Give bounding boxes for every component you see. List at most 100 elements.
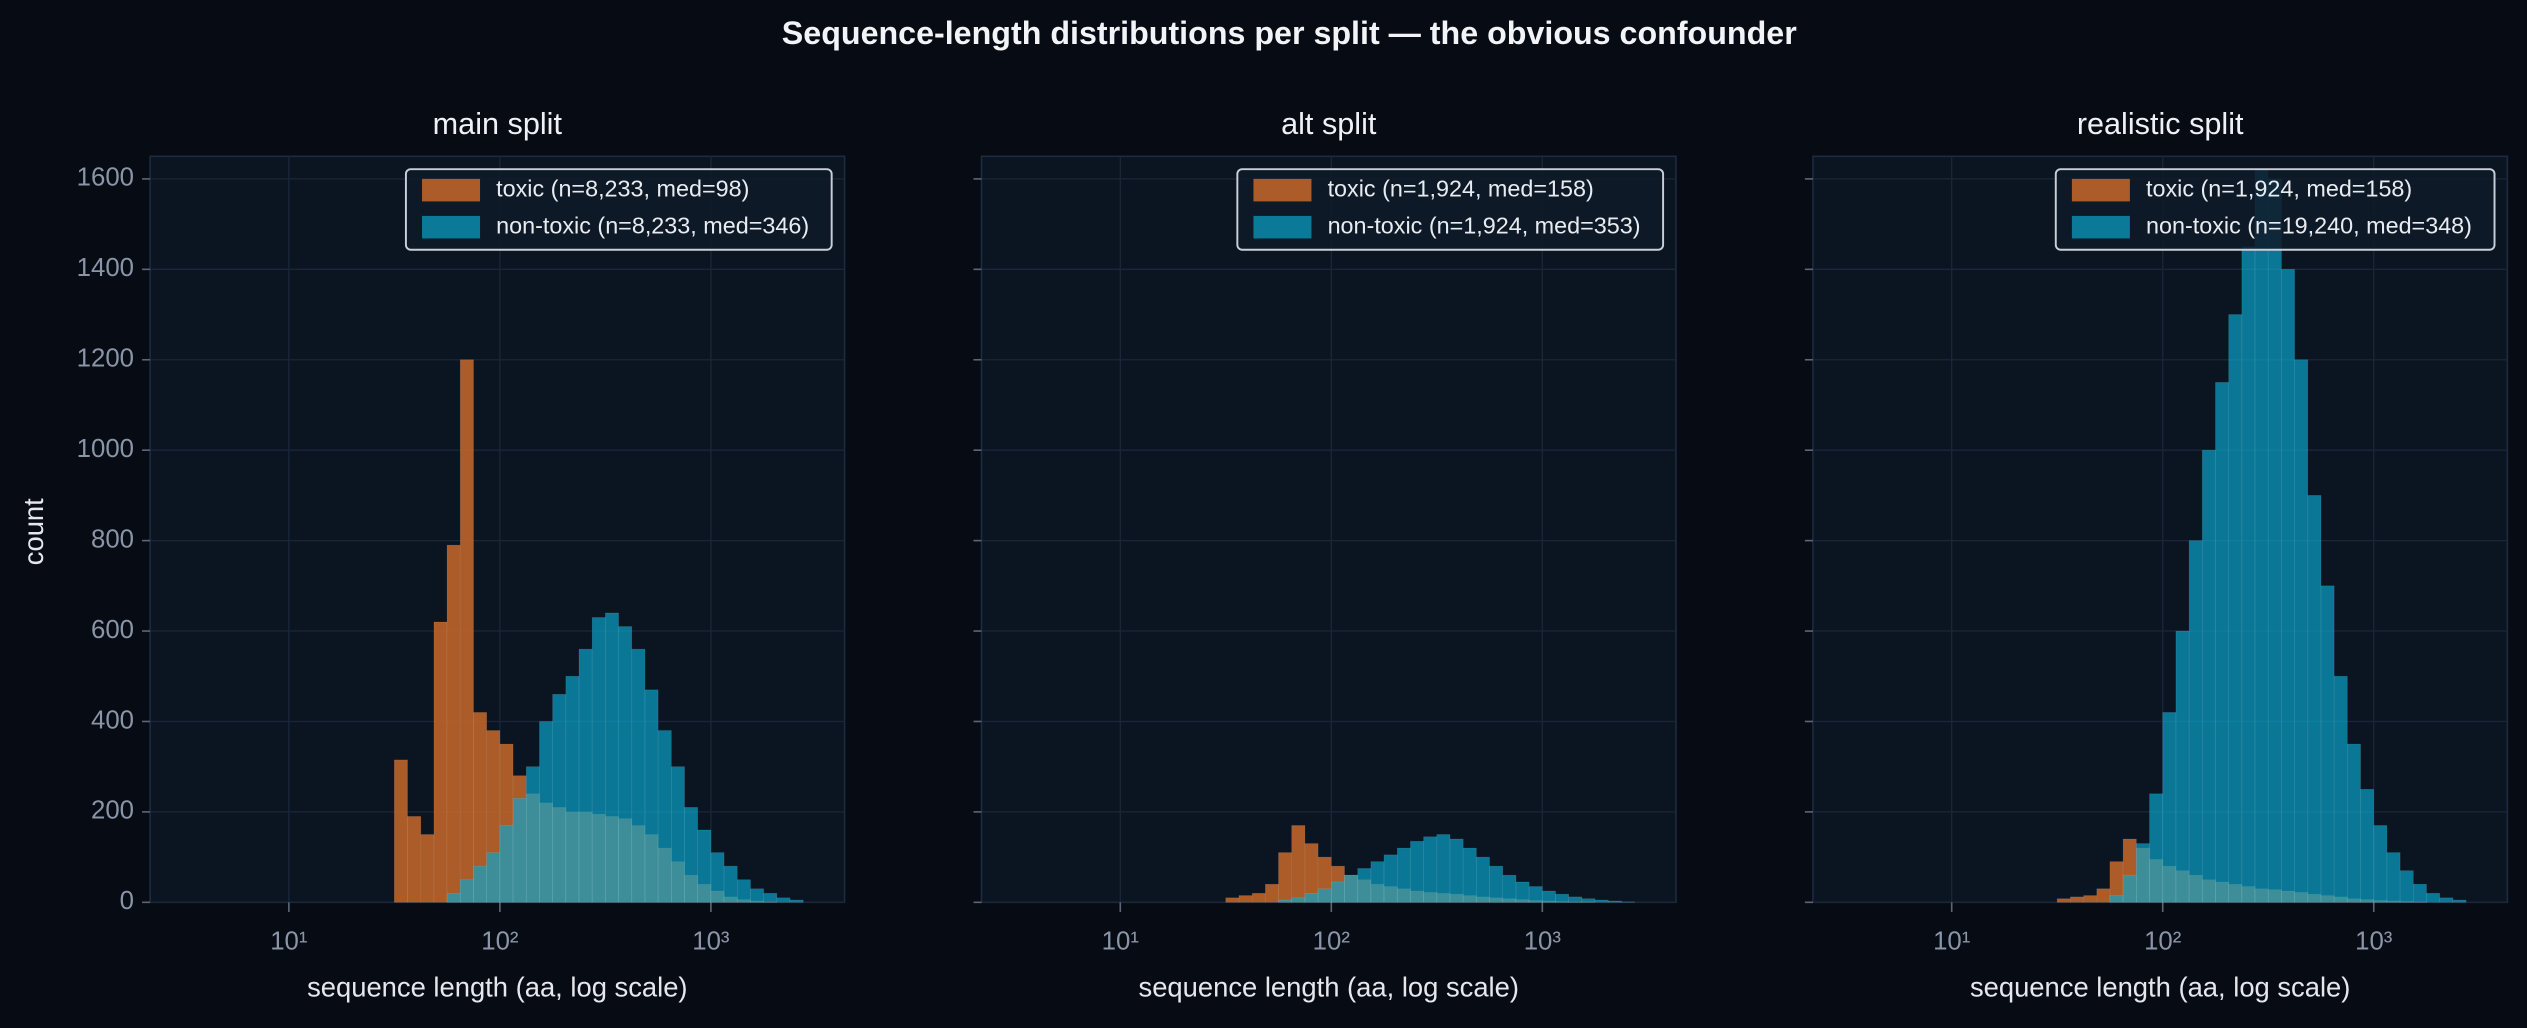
histogram-bar (2122, 874, 2137, 903)
histogram-bar (2426, 892, 2441, 903)
histogram-bar (644, 689, 659, 903)
histogram-bar (1476, 856, 1490, 903)
histogram-bar (1304, 892, 1319, 903)
histogram-bar (2360, 788, 2375, 903)
histogram-bar (671, 766, 685, 903)
y-tick-label: 400 (91, 706, 134, 734)
histogram-bar (1541, 890, 1556, 903)
histogram-bar (1278, 899, 1293, 903)
x-axis-label: sequence length (aa, log scale) (307, 972, 687, 1003)
histogram-bar (473, 865, 488, 903)
x-tick-label: 10² (2144, 927, 2182, 955)
histogram-bar (1396, 847, 1411, 903)
histogram-bar (1383, 854, 1398, 903)
y-tick-label: 0 (120, 887, 134, 915)
plot-area (980, 155, 1677, 904)
histogram-bar (1515, 881, 1530, 903)
histogram-bar (2320, 585, 2335, 903)
histogram-bar (618, 626, 633, 903)
y-tick-label: 1200 (77, 345, 134, 373)
x-axis-label: sequence length (aa, log scale) (1970, 972, 2350, 1003)
x-tick-label: 10² (1313, 927, 1351, 955)
histogram-bar (1436, 834, 1451, 903)
histogram-bar (2241, 246, 2256, 903)
histogram-bar (1291, 825, 1306, 903)
histogram-bar (1581, 898, 1596, 903)
legend-box (1236, 168, 1665, 251)
y-tick-label: 1400 (77, 254, 134, 282)
y-tick-label: 200 (91, 797, 134, 825)
plot-area (1812, 155, 2509, 904)
histogram-bar (433, 621, 448, 903)
histogram-bar (446, 892, 461, 903)
histogram-bar (539, 721, 553, 903)
histogram-bar (1317, 888, 1332, 903)
histogram-bar (2386, 852, 2401, 903)
histogram-bar (1423, 836, 1438, 903)
histogram-bar (2175, 630, 2190, 903)
histogram-bar (2399, 870, 2414, 903)
histogram-bar (2109, 895, 2124, 903)
x-tick-label: 10¹ (1933, 927, 1971, 955)
histogram-bar (1265, 883, 1279, 903)
legend-label: toxic (n=1,924, med=158) (2146, 175, 2412, 201)
histogram-bar (1489, 865, 1504, 903)
histogram-bar (684, 807, 699, 903)
panel-title: alt split (1281, 107, 1377, 141)
y-tick-label: 1000 (77, 435, 134, 463)
histogram-bar (2333, 675, 2348, 903)
legend-swatch (422, 178, 481, 202)
y-tick-label: 600 (91, 616, 134, 644)
histogram-bar (486, 852, 501, 903)
histogram-bar (697, 829, 712, 903)
histogram-bar (2412, 883, 2427, 903)
x-tick-label: 10¹ (1102, 927, 1140, 955)
histogram-bar (631, 648, 646, 903)
histogram-bar (2452, 899, 2467, 903)
histogram-bar (1462, 847, 1477, 903)
histogram-bar (1251, 892, 1266, 903)
histogram-bar (2083, 895, 2098, 903)
histogram-bar (1555, 893, 1570, 903)
histogram-bar (2136, 843, 2150, 903)
histogram-bar (2215, 382, 2230, 903)
figure-title: Sequence-length distributions per split … (782, 15, 1797, 51)
histogram-bar (1238, 895, 1253, 903)
histogram-bar (525, 766, 540, 903)
histogram-bar (420, 834, 435, 903)
histogram-bar (710, 852, 725, 903)
histogram-bar (1594, 899, 1609, 903)
histogram-bar (1410, 840, 1424, 903)
x-tick-label: 10³ (692, 927, 730, 955)
histogram-bar (1502, 874, 1517, 903)
histogram-bar (393, 759, 408, 903)
histogram-bar (2188, 540, 2203, 903)
histogram-bar (446, 544, 461, 903)
histogram-bar (2228, 314, 2243, 903)
histogram-bar (1449, 838, 1464, 903)
histogram-bar (2254, 169, 2269, 903)
legend: toxic (n=1,924, med=158) non-toxic (n=1,9… (1236, 168, 1665, 251)
y-axis-label: count (18, 498, 49, 565)
histogram-bar (407, 816, 422, 903)
histogram-bar (657, 730, 672, 903)
histogram-bar (1330, 881, 1345, 903)
legend-swatch (422, 215, 481, 239)
legend-swatch (1253, 215, 1312, 239)
legend-box (404, 168, 833, 251)
histogram-bar (459, 359, 474, 903)
histogram-bar (2149, 793, 2164, 903)
x-tick-label: 10³ (2355, 927, 2393, 955)
histogram-bar (565, 675, 580, 903)
legend-swatch (1253, 178, 1312, 202)
histogram-bar (1344, 874, 1359, 903)
panel-title: main split (433, 107, 563, 141)
histogram-bar (776, 897, 791, 903)
legend: toxic (n=8,233, med=98) non-toxic (n=8,23… (404, 168, 833, 251)
histogram-bar (723, 865, 738, 903)
legend-label: toxic (n=1,924, med=158) (1328, 175, 1594, 201)
panel-title: realistic split (2077, 107, 2244, 141)
histogram-bar (1568, 896, 1583, 903)
x-axis-label: sequence length (aa, log scale) (1139, 972, 1519, 1003)
